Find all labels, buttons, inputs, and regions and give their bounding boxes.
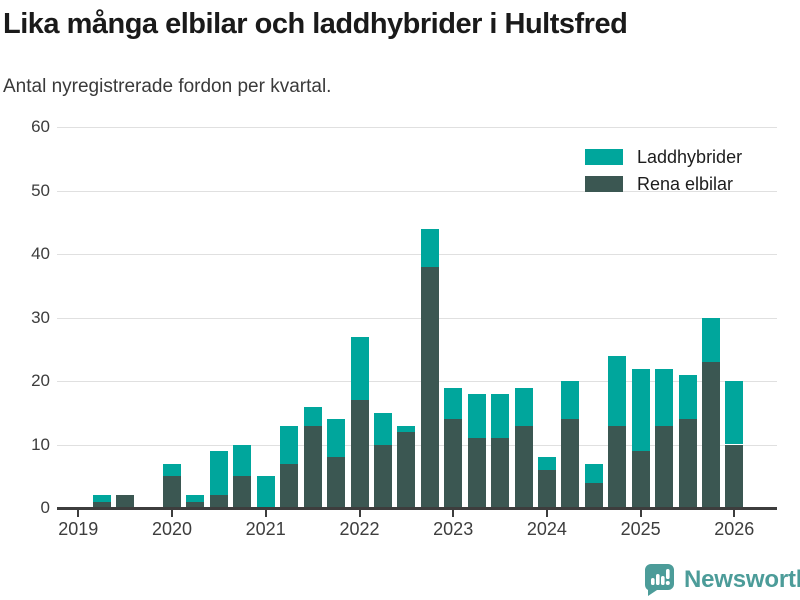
bar-segment-rena-elbilar-2021-q3 [303,425,322,508]
bar-segment-rena-elbilar-2023-q2 [467,438,486,508]
bar-segment-rena-elbilar-2024-q4 [608,425,627,508]
y-axis-label-0: 0 [40,498,50,517]
bar-segment-laddhybrider-2025-q3 [678,374,697,420]
bar-segment-laddhybrider-2023-q2 [467,393,486,439]
bar-segment-laddhybrider-2024-q2 [561,381,580,420]
bar-segment-rena-elbilar-2020-q1 [163,476,181,508]
bar-segment-laddhybrider-2023-q4 [514,387,533,426]
bar-segment-laddhybrider-2025-q4 [701,317,720,363]
x-axis-label-2019: 2019 [58,519,99,539]
bar-segment-rena-elbilar-2023-q3 [491,438,509,508]
bar-segment-laddhybrider-2020-q1 [163,463,181,477]
x-tick-mark-2024 [545,510,548,517]
gridline-y-10 [57,444,777,446]
bar-segment-rena-elbilar-2020-q2 [186,501,205,508]
x-tick-mark-2019 [77,510,80,517]
x-tick-mark-2020 [171,510,173,517]
bar-segment-laddhybrider-2021-q2 [280,425,299,464]
page-subtitle: Antal nyregistrerade fordon per kvartal. [3,76,332,97]
gridline-y-30 [57,317,777,319]
legend-label-rena-elbilar: Rena elbilar [637,173,734,194]
x-tick-mark-2021 [264,510,267,517]
legend-swatch-rena-elbilar [585,176,623,192]
bar-segment-laddhybrider-2022-q2 [373,412,392,445]
x-axis-label-2026: 2026 [714,519,755,539]
bar-segment-laddhybrider-2021-q3 [303,406,322,426]
bar-segment-rena-elbilar-2025-q2 [655,425,673,508]
x-tick-mark-2025 [639,510,642,517]
bar-segment-rena-elbilar-2023-q4 [514,425,533,508]
x-tick-mark-2026 [733,510,736,517]
bar-segment-rena-elbilar-2022-q4 [420,267,439,508]
x-tick-mark-2023 [452,510,455,517]
bar-segment-laddhybrider-2024-q4 [608,355,627,426]
y-axis-label-20: 20 [31,371,50,391]
bar-segment-rena-elbilar-2020-q3 [209,495,228,508]
bar-segment-laddhybrider-2024-q1 [537,457,556,470]
bar-segment-laddhybrider-2023-q1 [444,387,463,420]
bar-chart-speech-bubble-icon [645,564,674,596]
gridline-y-60 [57,127,777,129]
x-axis-label-2020: 2020 [151,519,193,539]
y-axis-label-60: 60 [31,117,50,137]
y-axis-label-50: 50 [31,180,50,200]
x-axis-label-2022: 2022 [339,519,380,539]
bar-segment-rena-elbilar-2022-q2 [373,444,392,508]
legend-label-laddhybrider: Laddhybrider [637,146,743,167]
y-axis-label-30: 30 [31,307,50,327]
bar-segment-laddhybrider-2026-q1 [725,381,744,445]
bar-segment-rena-elbilar-2020-q4 [233,476,252,508]
bar-segment-laddhybrider-2022-q1 [350,336,369,401]
gridline-y-50 [57,190,777,192]
bar-segment-laddhybrider-2025-q2 [655,368,673,426]
bar-segment-rena-elbilar-2023-q1 [444,419,463,508]
page-title: Lika många elbilar och laddhybrider i Hu… [3,8,628,40]
y-axis-label-10: 10 [31,434,50,454]
bar-segment-rena-elbilar-2022-q1 [350,400,369,508]
x-axis-label-2021: 2021 [245,519,286,539]
legend: Laddhybrider Rena elbilar [585,146,742,200]
bar-segment-laddhybrider-2023-q3 [491,393,509,439]
x-tick-mark-2022 [358,510,361,517]
bar-segment-rena-elbilar-2021-q4 [327,457,345,508]
bar-segment-rena-elbilar-2025-q1 [631,450,650,508]
bar-segment-laddhybrider-2021-q4 [327,419,345,458]
newsworthy-logo: Newsworthy [644,563,800,596]
legend-swatch-laddhybrider [585,149,623,165]
bar-segment-rena-elbilar-2022-q3 [397,431,416,508]
newsworthy-brand-text: Newsworthy [684,565,800,593]
bar-segment-rena-elbilar-2025-q3 [678,419,697,508]
bar-segment-rena-elbilar-2026-q1 [725,444,744,508]
legend-item-rena-elbilar: Rena elbilar [585,173,742,195]
bar-segment-rena-elbilar-2024-q1 [537,469,556,508]
bar-segment-rena-elbilar-2024-q2 [561,419,580,508]
x-axis-label-2024: 2024 [526,519,567,539]
x-axis-label-2025: 2025 [620,519,661,539]
gridline-y-40 [57,254,777,256]
bar-segment-laddhybrider-2020-q3 [209,450,228,496]
legend-item-laddhybrider: Laddhybrider [585,146,742,168]
bar-segment-laddhybrider-2019-q2 [92,495,111,502]
bar-segment-rena-elbilar-2021-q2 [280,463,299,508]
bar-segment-laddhybrider-2022-q3 [397,425,416,432]
bar-segment-laddhybrider-2020-q4 [233,444,252,477]
y-axis-label-40: 40 [31,244,50,264]
bar-segment-laddhybrider-2022-q4 [420,228,439,267]
bar-segment-laddhybrider-2025-q1 [631,368,650,451]
bar-segment-rena-elbilar-2019-q2 [92,501,111,508]
x-axis-line [57,507,777,510]
gridline-y-20 [57,381,777,383]
bar-segment-rena-elbilar-2019-q3 [116,495,135,508]
x-axis-label-2023: 2023 [433,519,474,539]
bar-segment-rena-elbilar-2024-q3 [584,482,603,508]
bar-segment-rena-elbilar-2025-q4 [701,362,720,508]
bar-segment-laddhybrider-2024-q3 [584,463,603,483]
bar-segment-laddhybrider-2020-q2 [186,495,205,502]
bar-segment-laddhybrider-2021-q1 [256,476,275,508]
